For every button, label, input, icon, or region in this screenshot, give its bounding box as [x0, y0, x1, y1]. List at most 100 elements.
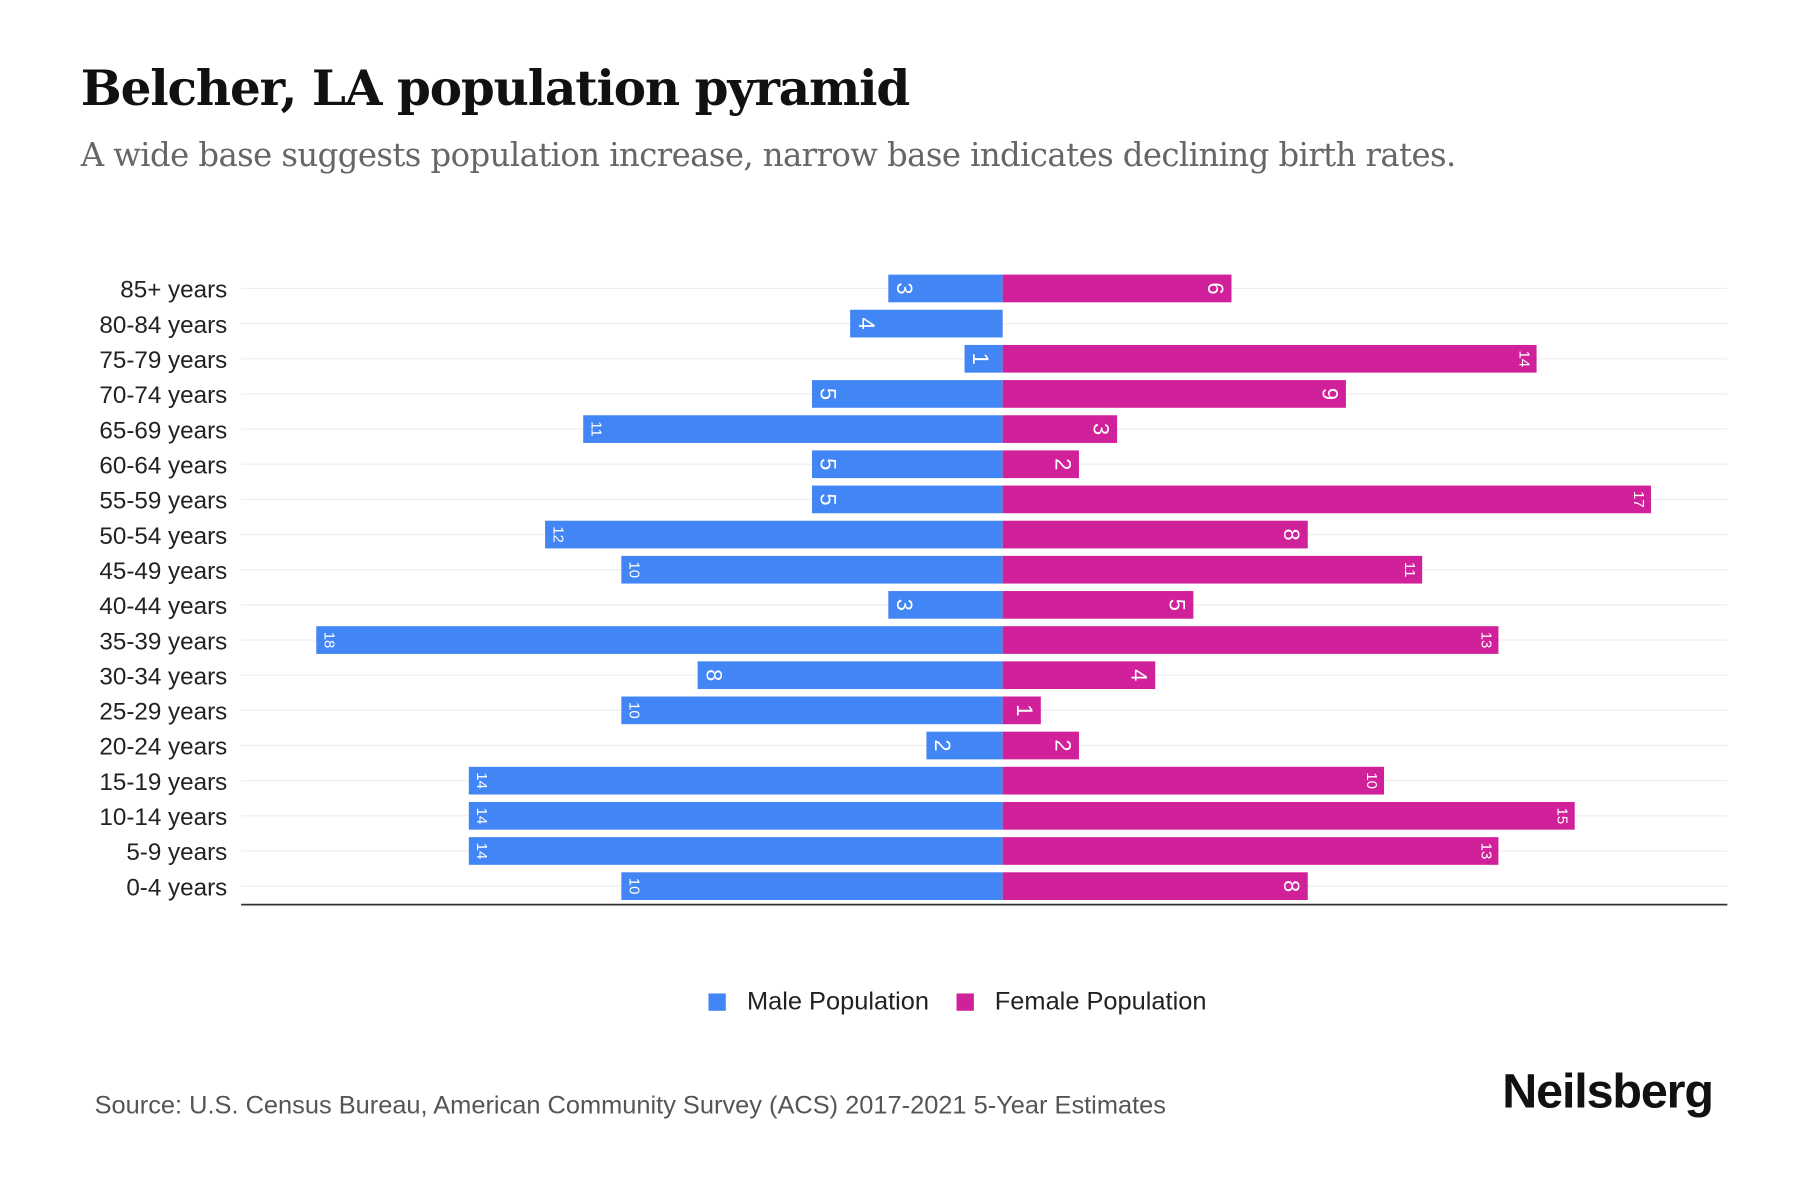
male-bar [888, 274, 1003, 303]
male-bar [468, 801, 1003, 830]
female-bar [1002, 380, 1346, 408]
chart-subtitle: A wide base suggests population increase… [80, 136, 1457, 175]
data-label: 14 [473, 843, 490, 860]
female-bar [1002, 520, 1308, 549]
data-label: 3 [892, 599, 917, 611]
data-label: 12 [549, 526, 566, 543]
data-label: 8 [1279, 880, 1304, 892]
data-label: 2 [930, 739, 955, 751]
legend-item-male[interactable]: Male Population [708, 986, 930, 1017]
category-label: 70-74 years [99, 382, 227, 409]
data-label: 11 [1401, 562, 1418, 578]
category-label: 40-44 years [99, 593, 227, 620]
category-label: 65-69 years [99, 417, 227, 444]
category-label: 45-49 years [99, 558, 227, 585]
female-bar [1002, 485, 1651, 514]
male-bar [697, 661, 1003, 690]
data-label: 5 [1165, 599, 1190, 611]
male-bar [316, 626, 1003, 654]
category-label: 15-19 years [99, 769, 227, 796]
male-bar [812, 450, 1003, 479]
data-label: 13 [1477, 632, 1494, 649]
legend: Male Population Female Population [0, 987, 1800, 1017]
female-swatch [956, 992, 975, 1011]
data-label: 5 [816, 493, 841, 505]
data-label: 1 [968, 353, 993, 365]
female-bar [1002, 661, 1156, 690]
data-label: 9 [1317, 388, 1342, 400]
female-bar [1002, 450, 1079, 479]
male-bar [468, 766, 1003, 795]
female-bar [1002, 555, 1423, 584]
category-label: 85+ years [120, 277, 227, 304]
male-bar [621, 872, 1003, 900]
data-label: 8 [701, 669, 726, 681]
male-bar [812, 380, 1003, 408]
data-label: 10 [626, 702, 643, 719]
category-label: 5-9 years [126, 839, 227, 866]
data-label: 3 [1088, 423, 1113, 435]
data-label: 5 [816, 388, 841, 400]
category-label: 55-59 years [99, 488, 227, 515]
male-bar [888, 591, 1003, 619]
data-label: 14 [473, 807, 490, 824]
data-label: 8 [1279, 528, 1304, 540]
data-label: 15 [1554, 807, 1571, 824]
male-bar [926, 731, 1003, 760]
data-label: 10 [626, 878, 643, 895]
chart-title: Belcher, LA population pyramid [80, 59, 911, 117]
male-bar [812, 485, 1003, 514]
male-bar [545, 520, 1003, 549]
male-swatch [708, 992, 727, 1011]
data-label: 11 [587, 421, 604, 437]
female-bar [1002, 626, 1499, 654]
data-label: 2 [1050, 739, 1075, 751]
category-label: 0-4 years [126, 874, 227, 901]
category-label: 10-14 years [99, 804, 227, 831]
data-label: 18 [320, 632, 337, 649]
female-bar [1002, 766, 1385, 795]
data-label: 3 [892, 282, 917, 294]
category-label: 30-34 years [99, 663, 227, 690]
category-label: 75-79 years [99, 347, 227, 374]
male-bar [621, 555, 1003, 584]
data-label: 17 [1630, 491, 1647, 508]
female-bar [1002, 344, 1537, 373]
category-label: 35-39 years [99, 628, 227, 655]
data-label: 4 [854, 318, 879, 330]
brand-logo: Neilsberg [1502, 1063, 1714, 1119]
source-note: Source: U.S. Census Bureau, American Com… [94, 1090, 1166, 1120]
data-label: 14 [473, 772, 490, 789]
data-label: 6 [1203, 282, 1228, 294]
data-label: 5 [816, 458, 841, 470]
female-bar [1002, 415, 1118, 443]
male-bar [964, 344, 1003, 373]
category-label: 60-64 years [99, 452, 227, 479]
data-label: 10 [1363, 772, 1380, 789]
category-label: 25-29 years [99, 699, 227, 726]
female-bar [1002, 591, 1194, 619]
male-bar [850, 309, 1003, 338]
female-bar [1002, 731, 1079, 760]
male-bar [468, 837, 1003, 865]
data-label: 10 [626, 561, 643, 578]
male-bar [621, 696, 1003, 725]
female-bar [1002, 801, 1575, 830]
data-label: 14 [1515, 350, 1532, 367]
male-bar [583, 415, 1003, 443]
data-label: 1 [1012, 704, 1037, 716]
female-bar [1002, 837, 1499, 865]
category-label: 50-54 years [99, 523, 227, 550]
female-bar [1002, 872, 1308, 900]
legend-item-female[interactable]: Female Population [956, 986, 1207, 1017]
data-label: 4 [1127, 669, 1152, 681]
data-label: 2 [1050, 458, 1075, 470]
legend-label-female: Female Population [994, 986, 1207, 1016]
female-bar [1002, 696, 1041, 725]
category-label: 20-24 years [99, 734, 227, 761]
legend-label-male: Male Population [746, 986, 930, 1016]
female-bar [1002, 274, 1232, 303]
data-label: 13 [1477, 843, 1494, 860]
